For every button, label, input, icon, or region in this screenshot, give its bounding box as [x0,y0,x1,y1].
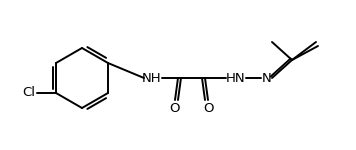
Text: HN: HN [226,72,246,84]
Text: Cl: Cl [22,87,36,99]
Text: NH: NH [142,72,162,84]
Text: O: O [170,102,180,116]
Text: O: O [203,102,213,116]
Text: N: N [262,72,272,84]
